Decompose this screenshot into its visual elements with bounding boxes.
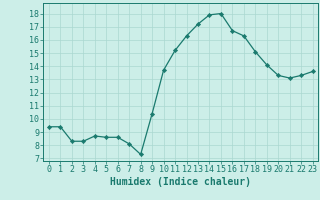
X-axis label: Humidex (Indice chaleur): Humidex (Indice chaleur) <box>110 177 251 187</box>
